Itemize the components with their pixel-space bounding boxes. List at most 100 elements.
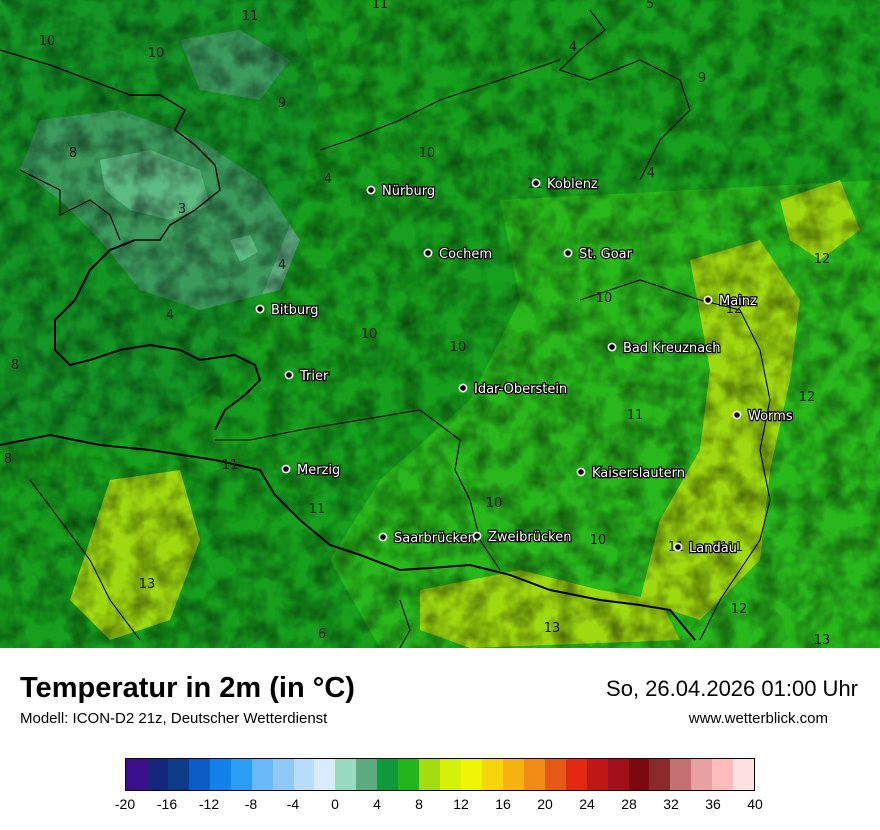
model-subtitle: Modell: ICON-D2 21z, Deutscher Wetterdie…	[20, 710, 328, 727]
city-label: Koblenz	[547, 177, 598, 192]
city-cochem: Cochem	[423, 246, 493, 263]
city-label: Kaiserslautern	[592, 466, 685, 481]
legend-swatch	[419, 759, 441, 790]
legend-swatch	[440, 759, 461, 790]
temperature-value: 9	[278, 96, 286, 111]
map-canvas: 1111510104998310441141241012810108121110…	[0, 0, 880, 648]
temperature-value: 10	[419, 146, 436, 161]
temperature-value: 5	[646, 0, 654, 12]
legend-tick-label: -4	[286, 796, 300, 812]
city-label: Merzig	[297, 463, 340, 478]
temperature-value: 8	[11, 358, 19, 373]
legend-swatch	[335, 759, 357, 790]
legend-tick-label: 36	[705, 796, 721, 812]
temperature-value: 13	[139, 577, 156, 592]
legend-swatch	[607, 759, 629, 790]
temperature-value: 10	[39, 34, 56, 49]
legend-swatch	[188, 759, 210, 790]
city-label: Trier	[299, 369, 329, 384]
city-marker-dot	[284, 370, 294, 380]
city-marker-dot	[732, 410, 742, 420]
legend-swatch	[586, 759, 608, 790]
legend-swatch	[523, 759, 545, 790]
legend-tick-label: -8	[244, 796, 258, 812]
legend-swatch	[146, 759, 168, 790]
city-marker-dot	[563, 248, 573, 258]
city-marker-dot	[281, 464, 291, 474]
temperature-value: 11	[727, 540, 744, 555]
legend-swatch	[272, 759, 294, 790]
legend-swatch	[691, 759, 713, 790]
legend-swatch	[565, 759, 587, 790]
temperature-value: 11	[222, 458, 239, 473]
temperature-value: 11	[242, 9, 259, 24]
temperature-value: 3	[178, 202, 186, 217]
legend-swatch	[670, 759, 692, 790]
legend-tick-label: -20	[114, 796, 136, 812]
legend-swatch	[209, 759, 231, 790]
temperature-value: 12	[731, 602, 748, 617]
legend-tick-label: 8	[415, 796, 423, 812]
border-rhine	[579, 279, 771, 641]
city-zweibr-cken: Zweibrücken	[472, 529, 573, 546]
forecast-datetime: So, 26.04.2026 01:00 Uhr	[606, 676, 858, 701]
temperature-value: 11	[372, 0, 389, 12]
border-south	[399, 599, 411, 648]
legend-swatch	[377, 759, 399, 790]
city-label: St. Goar	[579, 247, 633, 262]
city-marker-dot	[576, 467, 586, 477]
temperature-value: 10	[486, 496, 503, 511]
city-marker-dot	[378, 532, 388, 542]
city-koblenz: Koblenz	[531, 176, 599, 193]
legend-swatch	[230, 759, 252, 790]
legend-swatch	[649, 759, 671, 790]
city-marker-dot	[607, 342, 617, 352]
temperature-value: 4	[324, 172, 332, 187]
temperature-value: 4	[647, 166, 655, 181]
city-merzig: Merzig	[281, 462, 341, 479]
legend-swatch	[126, 759, 147, 790]
legend-tick-label: 32	[663, 796, 679, 812]
city-marker-dot	[472, 531, 482, 541]
city-trier: Trier	[284, 368, 330, 385]
legend-swatch	[251, 759, 273, 790]
city-label: Worms	[748, 409, 793, 424]
legend-swatch	[544, 759, 566, 790]
city-marker-dot	[366, 185, 376, 195]
website-link[interactable]: www.wetterblick.com	[688, 710, 828, 727]
temperature-value: 10	[450, 340, 467, 355]
city-marker-dot	[423, 248, 433, 258]
legend-tick-label: 24	[579, 796, 595, 812]
legend-tick-label: 40	[747, 796, 763, 812]
border-east	[558, 9, 691, 181]
legend-swatch	[314, 759, 336, 790]
city-label: Landau	[689, 541, 737, 556]
state-border-saar	[0, 433, 696, 641]
legend-ticks: -20 -16 -12 -8 -4 0 4 8 12 16 20 24 28 32 36 40	[115, 796, 763, 816]
legend-tick-label: 16	[495, 796, 511, 812]
temperature-value: 11	[627, 408, 644, 423]
state-border-north	[0, 49, 221, 241]
temperature-value: 10	[361, 327, 378, 342]
legend-tick-label: 0	[331, 796, 339, 812]
city-marker-dot	[673, 542, 683, 552]
temperature-value: 10	[596, 291, 613, 306]
legend-tick-label: 12	[453, 796, 469, 812]
temperature-value: 9	[698, 71, 706, 86]
temperature-value: 13	[544, 621, 561, 636]
city-idar-oberstein: Idar-Oberstein	[458, 381, 568, 398]
temperature-value: 10	[590, 533, 607, 548]
legend-swatch	[461, 759, 482, 790]
temperature-value: 11	[309, 502, 326, 517]
city-label: Mainz	[719, 294, 757, 309]
city-label: Zweibrücken	[488, 530, 571, 545]
city-label: Idar-Oberstein	[474, 382, 567, 397]
border-north-extra	[319, 59, 561, 151]
temperature-value: 4	[569, 40, 577, 55]
footer: Temperatur in 2m (in °C) Modell: ICON-D2…	[0, 648, 880, 830]
city-mainz: Mainz	[703, 293, 758, 310]
city-worms: Worms	[732, 408, 794, 425]
temperature-value: 8	[4, 452, 12, 467]
legend-swatch	[712, 759, 734, 790]
legend-tick-label: 4	[373, 796, 381, 812]
